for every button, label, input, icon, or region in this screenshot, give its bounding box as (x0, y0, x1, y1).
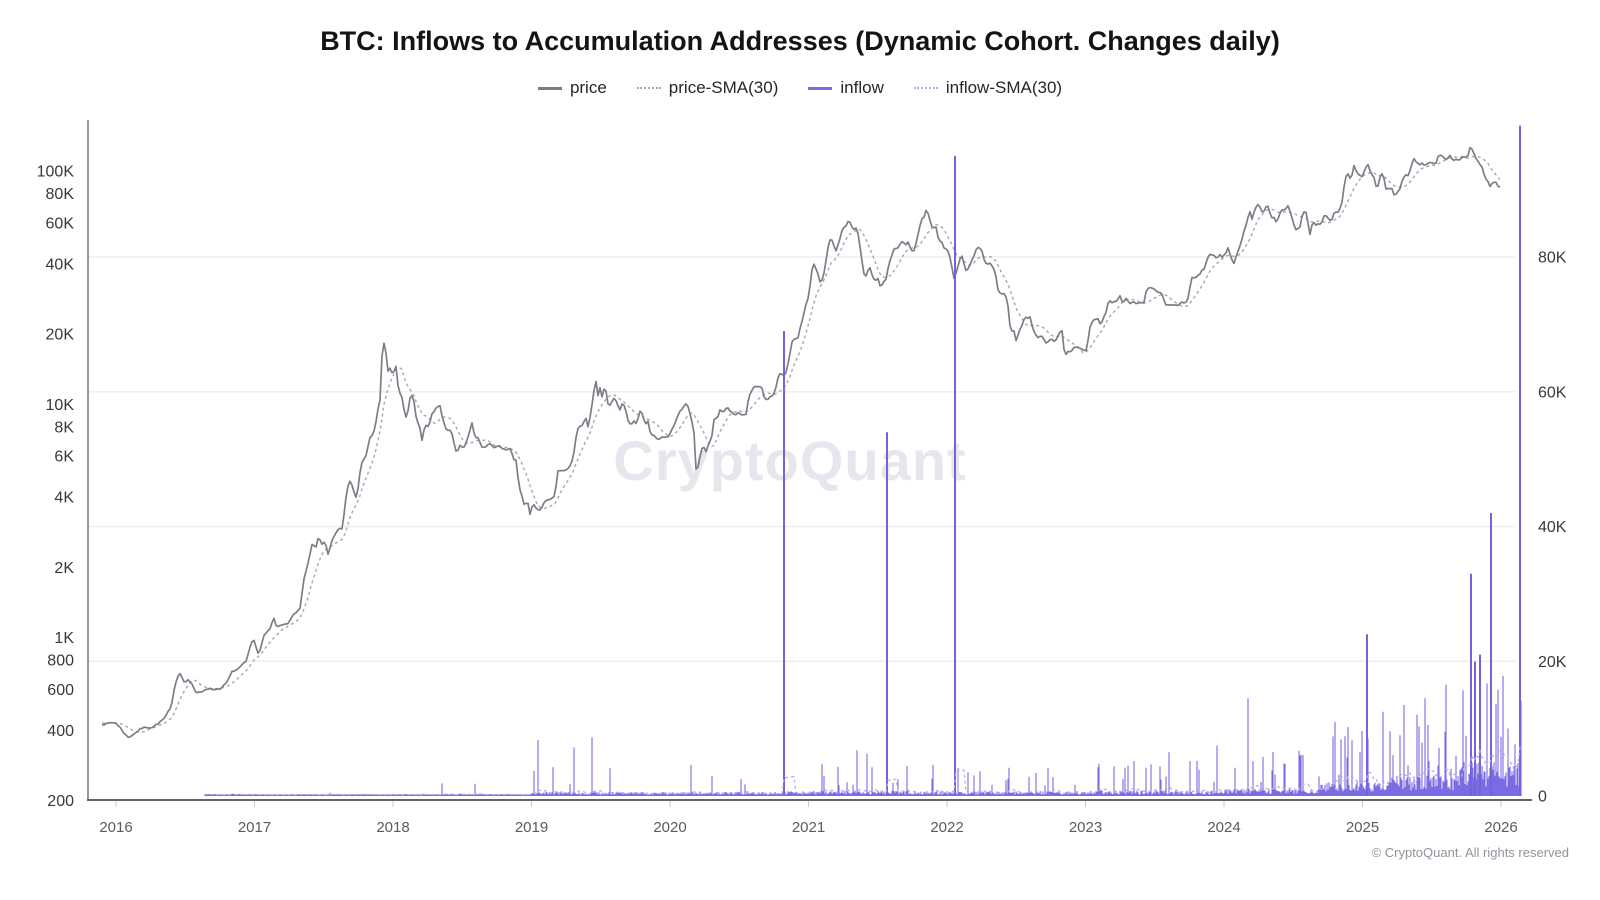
legend-label: price (569, 78, 607, 97)
copyright-notice: © CryptoQuant. All rights reserved (1371, 845, 1569, 860)
legend-item-inflow-sma[interactable]: inflow-SMA(30) (913, 78, 1063, 98)
chart-title: BTC: Inflows to Accumulation Addresses (… (320, 26, 1280, 56)
y-left-tick-label: 8K (54, 419, 74, 436)
inflow-bars (204, 675, 1522, 796)
legend-label: inflow-SMA(30) (945, 78, 1063, 97)
x-tick-label: 2023 (1069, 819, 1102, 836)
legend-label: price-SMA(30) (668, 78, 779, 97)
x-tick-label: 2026 (1484, 819, 1517, 836)
x-tick-label: 2021 (792, 819, 825, 836)
y-left-tick-label: 100K (37, 164, 75, 181)
y-left-tick-label: 80K (46, 186, 75, 203)
x-tick-label: 2017 (238, 819, 271, 836)
y-left-tick-label: 600 (47, 682, 74, 699)
x-tick-label: 2018 (376, 819, 409, 836)
y-right-tick-label: 60K (1538, 384, 1567, 401)
y-left-tick-label: 1K (54, 630, 74, 647)
y-left-tick-label: 4K (54, 490, 74, 507)
x-tick-label: 2024 (1207, 819, 1240, 836)
x-tick-label: 2020 (653, 819, 686, 836)
x-tick-label: 2019 (515, 819, 548, 836)
y-left-tick-label: 6K (54, 449, 74, 466)
inflow-sma-line (216, 746, 1521, 796)
price-line-swatch-icon (537, 86, 562, 90)
price-sma-line-swatch-icon (636, 87, 661, 89)
legend-label: inflow (840, 78, 884, 97)
legend-item-inflow[interactable]: inflow (808, 78, 884, 98)
y-left-tick-label: 10K (46, 397, 75, 414)
legend-item-price[interactable]: price (537, 78, 607, 98)
y-right-tick-label: 20K (1538, 654, 1567, 671)
y-left-tick-label: 2K (54, 560, 74, 577)
price-sma-line (101, 155, 1501, 733)
inflow-line-swatch-icon (808, 86, 833, 90)
price-line (101, 146, 1501, 738)
y-left-tick-label: 400 (47, 723, 74, 740)
y-left-tick-label: 60K (46, 215, 75, 232)
legend-item-price-sma[interactable]: price-SMA(30) (636, 78, 779, 98)
y-right-tick-label: 0 (1538, 789, 1547, 806)
y-left-tick-label: 40K (46, 256, 75, 273)
inflow-sma-line-swatch-icon (913, 87, 938, 89)
legend: price price-SMA(30) inflow inflow-SMA(30… (0, 78, 1600, 98)
y-left-tick-label: 200 (47, 793, 74, 810)
x-tick-label: 2022 (930, 819, 963, 836)
x-tick-label: 2025 (1346, 819, 1379, 836)
y-right-tick-label: 80K (1538, 250, 1567, 267)
x-tick-label: 2016 (99, 819, 132, 836)
inflow-spike-bars (783, 125, 1521, 796)
y-left-tick-label: 800 (47, 653, 74, 670)
y-right-tick-label: 40K (1538, 519, 1567, 536)
y-left-tick-label: 20K (46, 327, 75, 344)
